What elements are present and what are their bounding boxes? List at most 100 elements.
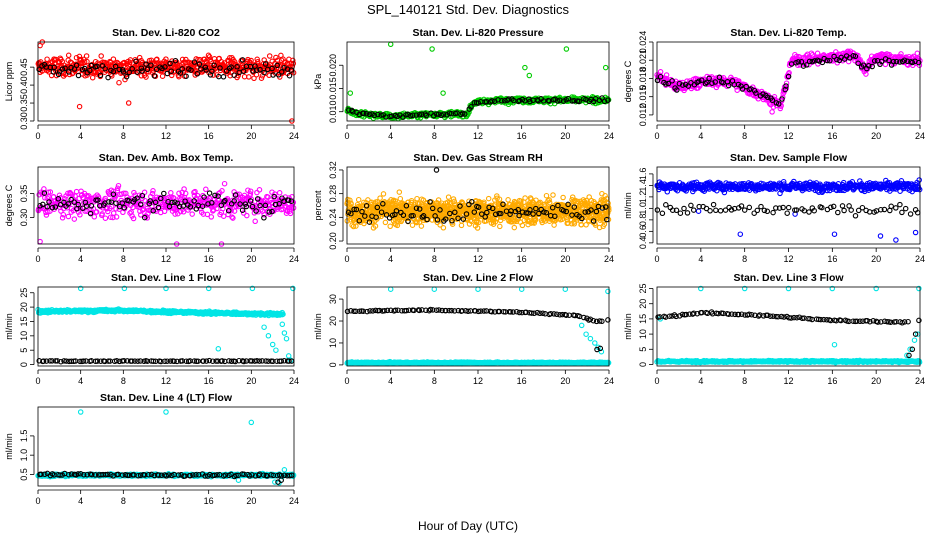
x-tick-label: 4: [698, 131, 703, 141]
data-point: [831, 53, 837, 60]
data-point: [212, 192, 218, 199]
plot-frame: [656, 41, 921, 122]
data-point: [49, 358, 55, 364]
data-point: [366, 219, 373, 225]
data-point: [414, 195, 420, 202]
data-point: [356, 218, 363, 224]
data-point: [893, 58, 900, 65]
data-point: [36, 66, 42, 73]
data-point: [110, 68, 117, 75]
data-point: [277, 62, 284, 68]
data-point: [602, 204, 609, 210]
y-tick-label: 0.020: [328, 54, 338, 77]
data-point: [127, 59, 133, 66]
data-point: [780, 178, 787, 185]
data-point: [466, 201, 472, 208]
y-tick-label: 0.35: [19, 94, 29, 112]
data-point: [519, 209, 526, 215]
data-point: [599, 205, 606, 211]
data-point: [593, 208, 600, 215]
data-point: [840, 179, 847, 186]
data-point: [161, 208, 168, 215]
data-point: [228, 358, 235, 365]
data-point: [466, 109, 472, 115]
data-point: [361, 199, 367, 206]
data-point: [712, 79, 718, 85]
data-point: [522, 64, 528, 71]
y-axis-label: degrees C: [623, 60, 633, 102]
data-point: [519, 222, 526, 229]
x-tick-label: 0: [344, 131, 349, 141]
data-point: [232, 358, 239, 365]
data-point: [211, 62, 217, 69]
x-tick-label: 16: [204, 131, 214, 141]
data-point: [63, 358, 70, 364]
data-point: [149, 190, 156, 197]
data-points: [654, 48, 923, 115]
data-point: [174, 358, 180, 365]
data-point: [202, 64, 209, 71]
data-point: [902, 205, 909, 212]
data-point: [455, 215, 461, 222]
data-point: [214, 205, 220, 212]
data-point: [738, 203, 745, 209]
data-point: [565, 220, 571, 226]
data-point: [261, 211, 267, 218]
data-point: [663, 72, 670, 78]
data-point: [231, 208, 238, 214]
data-point: [445, 194, 452, 200]
data-point: [225, 207, 232, 214]
data-point: [191, 358, 198, 364]
data-point: [68, 196, 74, 203]
data-point: [99, 211, 105, 217]
series: [35, 39, 297, 124]
data-point: [150, 188, 156, 194]
data-point: [429, 46, 435, 52]
data-point: [468, 104, 474, 110]
data-point: [162, 358, 168, 365]
data-point: [121, 285, 128, 292]
data-point: [485, 195, 492, 202]
data-point: [710, 201, 717, 208]
x-tick-label: 8: [432, 254, 437, 264]
data-point: [899, 209, 905, 216]
plot-frame: [37, 166, 295, 245]
data-point: [576, 98, 582, 105]
data-point: [565, 95, 572, 102]
data-point: [798, 59, 805, 65]
data-point: [139, 192, 146, 199]
y-tick-label: 0.015: [638, 85, 648, 108]
data-point: [279, 321, 286, 328]
data-point: [154, 56, 160, 63]
data-point: [179, 66, 185, 72]
data-point: [532, 216, 539, 223]
data-point: [83, 53, 90, 59]
data-point: [199, 203, 206, 209]
data-point: [75, 72, 82, 79]
data-point: [210, 208, 216, 214]
data-point: [200, 358, 207, 364]
data-point: [179, 56, 186, 63]
data-point: [348, 210, 354, 217]
y-tick-label: 0.32: [328, 161, 338, 179]
data-point: [60, 211, 67, 218]
data-point: [549, 204, 556, 211]
data-point: [49, 204, 56, 211]
data-point: [844, 49, 850, 55]
data-point: [112, 63, 119, 70]
data-point: [583, 222, 589, 228]
data-point: [243, 203, 250, 210]
data-point: [247, 198, 254, 204]
data-point: [102, 65, 108, 72]
y-axis-label: Licor ppm: [4, 62, 14, 102]
data-point: [448, 110, 455, 117]
data-point: [413, 112, 420, 118]
data-point: [171, 358, 177, 365]
data-point: [557, 97, 563, 104]
data-point: [189, 211, 195, 217]
data-point: [92, 358, 99, 365]
plot-frame: [346, 166, 610, 245]
x-tick-label: 16: [204, 254, 214, 264]
data-points: [654, 177, 923, 243]
data-point: [582, 209, 588, 215]
